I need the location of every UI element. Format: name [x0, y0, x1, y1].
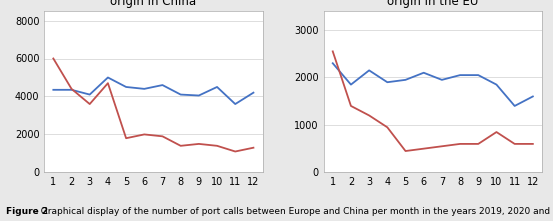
Title: Number of port calls in China with
origin in the EU: Number of port calls in China with origi…	[332, 0, 534, 8]
Text: Figure 2: Figure 2	[6, 207, 48, 216]
Text: : Graphical display of the number of port calls between Europe and China per mon: : Graphical display of the number of por…	[35, 207, 553, 216]
Title: Number of port calls in the EU with
origin in China: Number of port calls in the EU with orig…	[50, 0, 257, 8]
